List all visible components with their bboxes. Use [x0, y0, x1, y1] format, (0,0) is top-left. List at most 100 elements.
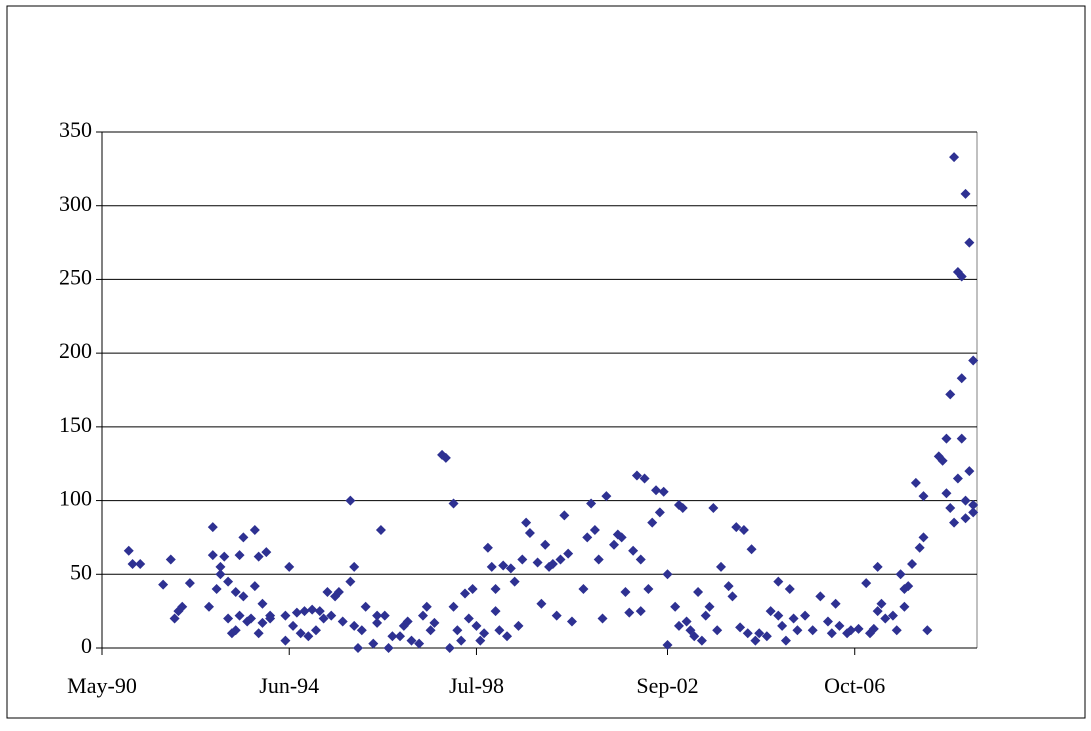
data-point	[708, 502, 719, 513]
data-point	[295, 628, 306, 639]
data-point	[899, 601, 910, 612]
data-point	[712, 625, 723, 636]
y-tick-label: 100	[59, 486, 92, 511]
data-point	[551, 610, 562, 621]
data-point	[177, 601, 188, 612]
y-tick-label: 250	[59, 264, 92, 289]
data-point	[509, 576, 520, 587]
data-point	[521, 517, 532, 528]
data-point	[360, 601, 371, 612]
data-point	[784, 584, 795, 595]
data-point	[662, 640, 673, 651]
data-point	[738, 525, 749, 536]
data-point	[284, 561, 295, 572]
data-point	[257, 598, 268, 609]
data-point	[123, 545, 134, 556]
data-point	[372, 617, 383, 628]
data-point	[463, 613, 474, 624]
data-point	[609, 539, 620, 550]
data-point	[513, 620, 524, 631]
data-point	[765, 606, 776, 617]
data-point	[960, 188, 971, 199]
data-point	[502, 631, 513, 642]
data-point	[907, 558, 918, 569]
x-tick-label: May-90	[67, 673, 137, 698]
data-point	[280, 610, 291, 621]
data-point	[414, 638, 425, 649]
data-point	[230, 625, 241, 636]
y-tick-label: 350	[59, 117, 92, 142]
data-point	[215, 561, 226, 572]
data-point	[651, 485, 662, 496]
data-point	[704, 601, 715, 612]
data-point	[207, 522, 218, 533]
data-point	[318, 613, 329, 624]
data-point	[639, 473, 650, 484]
data-point	[135, 558, 146, 569]
data-point	[471, 620, 482, 631]
data-point	[322, 586, 333, 597]
data-point	[345, 495, 356, 506]
data-point	[670, 601, 681, 612]
data-point	[773, 610, 784, 621]
data-point	[918, 491, 929, 502]
data-point	[647, 517, 658, 528]
data-point	[715, 561, 726, 572]
data-point	[620, 586, 631, 597]
data-point	[559, 510, 570, 521]
data-point	[635, 554, 646, 565]
data-point	[211, 584, 222, 595]
data-point	[257, 617, 268, 628]
data-point	[964, 237, 975, 248]
data-point	[349, 620, 360, 631]
data-point	[872, 561, 883, 572]
data-point	[349, 561, 360, 572]
data-point	[941, 433, 952, 444]
data-point	[482, 542, 493, 553]
data-point	[853, 623, 864, 634]
data-point	[941, 488, 952, 499]
data-point	[238, 591, 249, 602]
data-point	[868, 623, 879, 634]
data-point	[578, 584, 589, 595]
data-point	[249, 525, 260, 536]
data-point	[383, 643, 394, 653]
data-point	[490, 606, 501, 617]
data-point	[280, 635, 291, 646]
data-point	[326, 610, 337, 621]
data-point	[230, 586, 241, 597]
data-point	[223, 576, 234, 587]
data-point	[307, 604, 318, 615]
x-tick-label: Oct-06	[824, 673, 885, 698]
data-point	[742, 628, 753, 639]
data-point	[165, 554, 176, 565]
data-point	[207, 550, 218, 561]
data-point	[448, 498, 459, 509]
data-point	[547, 558, 558, 569]
data-point	[624, 607, 635, 618]
data-point	[429, 617, 440, 628]
data-point	[444, 643, 455, 653]
data-point	[956, 433, 967, 444]
data-point	[887, 610, 898, 621]
data-point	[563, 548, 574, 559]
data-point	[402, 616, 413, 627]
data-point	[662, 569, 673, 580]
data-point	[582, 532, 593, 543]
data-point	[597, 613, 608, 624]
data-point	[616, 532, 627, 543]
data-point	[479, 628, 490, 639]
data-point	[261, 547, 272, 558]
data-point	[861, 578, 872, 589]
data-point	[486, 561, 497, 572]
data-point	[727, 591, 738, 602]
data-point	[310, 625, 321, 636]
data-point	[949, 152, 960, 163]
data-point	[234, 610, 245, 621]
data-point	[490, 584, 501, 595]
data-point	[956, 373, 967, 384]
data-point	[937, 455, 948, 466]
data-point	[379, 610, 390, 621]
y-tick-label: 300	[59, 191, 92, 216]
